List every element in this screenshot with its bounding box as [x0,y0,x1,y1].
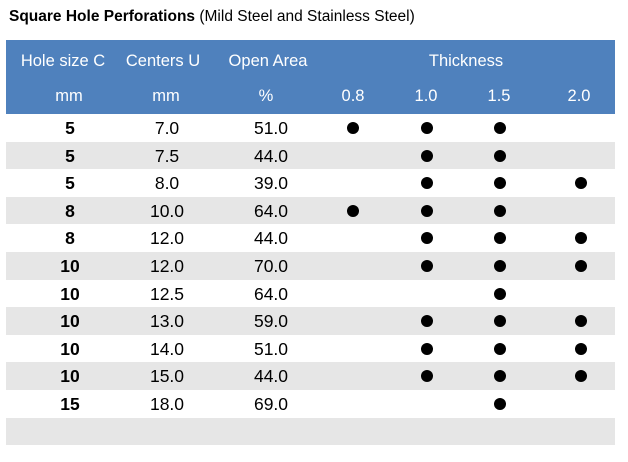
header-hole-unit: mm [55,87,83,105]
availability-dot-icon [494,370,506,383]
header-open-area-unit: % [258,87,274,105]
availability-dot-icon [494,315,506,328]
table-row: 10 15.0 44.0 [6,362,615,390]
cell-centers: 8.0 [154,173,180,194]
cell-hole-size: 8 [65,228,75,249]
table-row: 5 7.0 51.0 [6,114,615,142]
availability-dot-icon [494,397,506,410]
header-thickness-1-5: 1.5 [487,87,511,105]
availability-dot-icon [421,177,433,190]
header-thickness-2-0: 2.0 [567,87,591,105]
availability-dot-icon [494,177,506,190]
cell-centers: 14.0 [149,338,185,359]
availability-dot-icon [347,122,359,134]
title-subtitle: (Mild Steel and Stainless Steel) [195,8,415,25]
cell-hole-size: 10 [60,255,80,276]
availability-dot-icon [347,204,359,217]
availability-dot-icon [575,259,587,272]
table-row: 5 8.0 39.0 [6,169,615,197]
cell-centers: 10.0 [149,200,185,221]
table-row: 8 10.0 64.0 [6,196,615,225]
table-row: 8 12.0 44.0 [6,224,615,252]
availability-dot-icon [421,259,433,272]
table-body: 5 7.0 51.0 5 7.5 44.0 5 8.0 39.0 8 10.0 64.0 8 12.0 44… [6,114,615,446]
table-header: Hole size C Centers U Open Area Thicknes… [6,40,615,114]
cell-hole-size: 10 [60,338,80,359]
cell-hole-size: 10 [60,311,80,332]
table-row: 10 14.0 51.0 [6,335,615,363]
cell-open-area: 64.0 [253,200,289,221]
header-hole-size: Hole size C [20,52,106,70]
cell-open-area: 64.0 [253,283,289,304]
cell-centers: 7.5 [154,145,180,166]
cell-hole-size: 5 [65,145,75,166]
cell-open-area: 69.0 [253,393,289,414]
cell-centers: 12.5 [149,283,185,304]
cell-open-area: 39.0 [253,173,289,194]
availability-dot-icon [494,149,506,162]
availability-dot-icon [494,122,506,134]
availability-dot-icon [421,122,433,134]
availability-dot-icon [494,204,506,217]
cell-hole-size: 5 [65,173,75,194]
cell-open-area: 51.0 [253,118,289,138]
cell-open-area: 51.0 [253,338,289,359]
table-row: 10 13.0 59.0 [6,307,615,335]
perforation-table: Hole size C Centers U Open Area Thicknes… [6,40,615,446]
availability-dot-icon [421,232,433,245]
header-open-area: Open Area [228,52,308,70]
cell-open-area: 44.0 [253,366,289,387]
availability-dot-icon [575,342,587,355]
table-row [6,417,615,446]
availability-dot-icon [421,315,433,328]
cell-centers: 13.0 [149,311,185,332]
cell-centers: 7.0 [154,118,180,138]
cell-open-area: 44.0 [253,228,289,249]
cell-hole-size: 10 [60,283,80,304]
cell-hole-size: 8 [65,200,75,221]
availability-dot-icon [494,287,506,300]
cell-hole-size: 15 [60,393,80,414]
availability-dot-icon [494,259,506,272]
cell-centers: 15.0 [149,366,185,387]
cell-centers: 12.0 [149,255,185,276]
cell-open-area: 70.0 [253,255,289,276]
table-row: 10 12.5 64.0 [6,280,615,308]
availability-dot-icon [575,315,587,328]
availability-dot-icon [494,342,506,355]
availability-dot-icon [421,149,433,162]
availability-dot-icon [575,177,587,190]
table-row: 15 18.0 69.0 [6,390,615,418]
cell-open-area: 44.0 [253,145,289,166]
header-thickness-0-8: 0.8 [341,87,365,105]
availability-dot-icon [494,232,506,245]
table-row: 5 7.5 44.0 [6,141,615,170]
cell-open-area: 59.0 [253,311,289,332]
cell-hole-size: 10 [60,366,80,387]
title-main: Square Hole Perforations [9,8,196,25]
availability-dot-icon [575,232,587,245]
availability-dot-icon [421,342,433,355]
cell-hole-size: 5 [65,118,75,138]
cell-centers: 12.0 [149,228,185,249]
availability-dot-icon [575,370,587,383]
cell-centers: 18.0 [149,393,185,414]
header-centers-unit: mm [152,87,180,105]
table-row: 10 12.0 70.0 [6,251,615,280]
header-centers: Centers U [125,52,201,70]
header-thickness-1-0: 1.0 [414,87,438,105]
availability-dot-icon [421,370,433,383]
header-thickness: Thickness [428,52,504,70]
page-title: Square Hole Perforations (Mild Steel and… [9,8,415,26]
availability-dot-icon [421,204,433,217]
